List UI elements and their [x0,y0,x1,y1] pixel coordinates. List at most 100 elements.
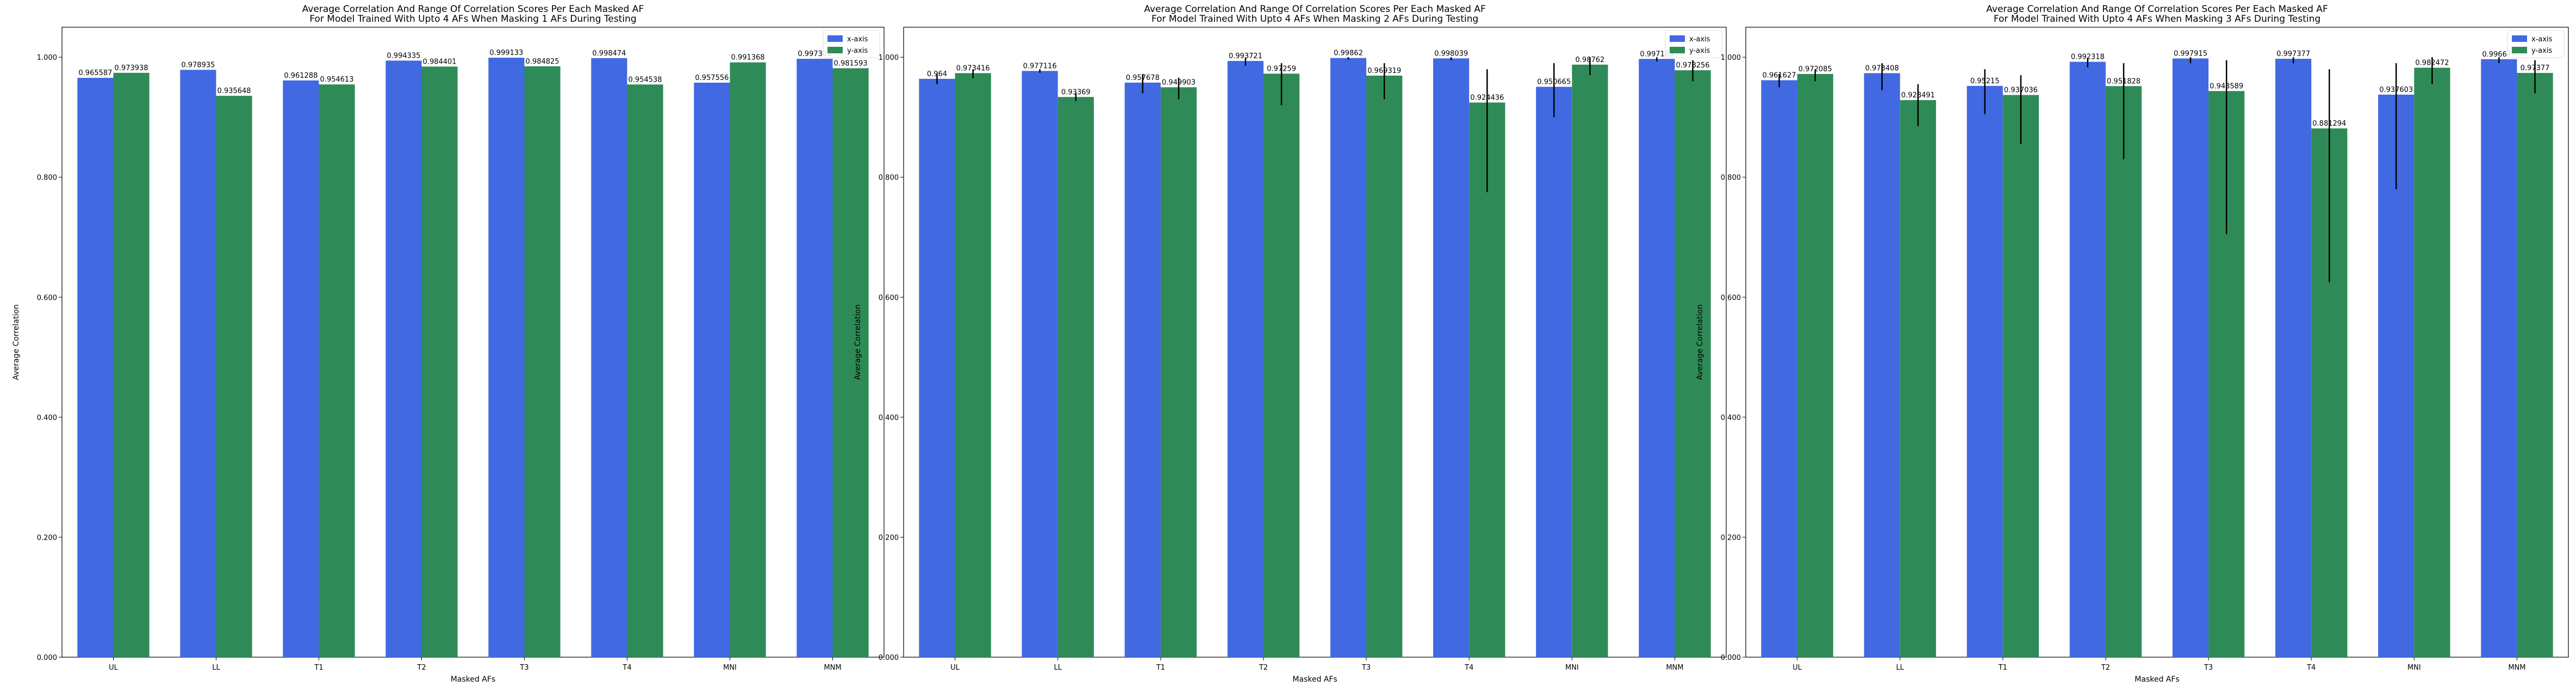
bar-y-axis-T4 [627,84,663,657]
x-tick-label: MNM [2508,664,2525,672]
bar-value-label: 0.951828 [2107,77,2141,85]
bar-value-label: 0.993721 [1229,52,1262,60]
legend-label: x-axis [1689,35,1710,44]
legend-label: y-axis [847,47,868,55]
legend-label: y-axis [2531,47,2552,55]
x-tick-label: UL [109,664,119,672]
y-axis-label: Average Correlation [854,304,862,380]
y-tick-label: 0.000 [879,654,899,662]
x-tick-label: T2 [2101,664,2110,672]
bar-value-label: 0.98762 [1576,56,1605,64]
x-tick-label: MNI [2407,664,2421,672]
bar-y-axis-T3 [524,66,561,658]
bar-value-label: 0.965587 [78,69,112,77]
bar-value-label: 0.997377 [2276,50,2310,58]
bar-value-label: 0.937036 [2004,86,2038,95]
legend-swatch-y-axis [1670,47,1685,53]
bar-y-axis-UL [113,72,150,658]
x-tick-label: LL [212,664,220,672]
bar-value-label: 0.999133 [489,49,523,57]
bar-value-label: 0.973408 [1865,64,1899,72]
y-tick-label: 0.200 [37,534,57,542]
bar-value-label: 0.977116 [1023,62,1057,70]
x-tick-label: UL [950,664,960,672]
x-tick-label: T3 [519,664,528,672]
bar-x-axis-UL [919,78,955,658]
bar-value-label: 0.984825 [526,58,559,66]
bar-y-axis-UL [1797,73,1833,658]
x-tick-label: T2 [1259,664,1268,672]
y-tick-label: 0.000 [1721,654,1741,662]
bar-x-axis-T4 [591,58,627,658]
x-tick-label: MNI [1565,664,1579,672]
bar-x-axis-MNM [1639,59,1675,658]
chart-title-line: For Model Trained With Upto 4 AFs When M… [1152,14,1478,24]
bar-x-axis-T3 [2172,58,2209,658]
bar-y-axis-T4 [1469,102,1505,658]
x-tick-label: LL [1054,664,1062,672]
bar-value-label: 0.924436 [1470,94,1504,102]
plot-frame [903,27,1727,658]
bar-value-label: 0.972085 [1799,65,1832,73]
bar-x-axis-MNM [2481,59,2517,658]
bar-value-label: 0.961288 [284,72,318,80]
chart-title-line: Average Correlation And Range Of Correla… [1986,4,2328,15]
x-tick-label: LL [1896,664,1904,672]
chart-panel-2: Average Correlation And Range Of Correla… [854,4,1727,684]
chart-title-line: For Model Trained With Upto 4 AFs When M… [1994,14,2320,24]
x-tick-label: T3 [2204,664,2213,672]
bar-value-label: 0.984401 [423,58,457,66]
bar-value-label: 0.881294 [2312,120,2346,128]
legend: x-axis y-axis [823,30,880,58]
bar-value-label: 0.949903 [1162,78,1196,86]
bar-value-label: 0.994335 [387,52,420,60]
y-tick-label: 0.800 [37,174,57,182]
bar-x-axis-MNI [1536,86,1572,658]
bar-x-axis-T3 [488,58,525,658]
bar-value-label: 0.950665 [1537,78,1571,86]
plot-frame [1745,27,2569,658]
legend-swatch-x-axis [827,35,843,42]
x-tick-label: UL [1793,664,1802,672]
x-tick-label: T1 [314,664,323,672]
y-tick-label: 0.600 [37,294,57,302]
bar-value-label: 0.998039 [1434,50,1468,58]
legend-label: x-axis [2531,35,2553,44]
chart-panel-3: Average Correlation And Range Of Correla… [1696,4,2569,684]
bar-y-axis-LL [1900,100,1936,657]
bar-x-axis-LL [180,70,216,658]
bar-x-axis-T3 [1330,58,1367,658]
bar-value-label: 0.97259 [1267,65,1296,73]
x-tick-label: T1 [1156,664,1165,672]
legend: x-axis y-axis [2507,30,2565,58]
bar-value-label: 0.957556 [695,74,729,82]
x-tick-label: MNM [824,664,841,672]
plot-frame [61,27,885,658]
bar-value-label: 0.992318 [2071,53,2105,61]
bar-y-axis-MNM [832,68,869,658]
x-axis-label: Masked AFs [2135,675,2179,684]
x-axis-label: Masked AFs [1292,675,1337,684]
y-tick-label: 0.400 [1721,414,1741,422]
y-tick-label: 0.200 [1721,534,1741,542]
bar-y-axis-T1 [2002,95,2039,658]
bar-x-axis-LL [1022,71,1058,658]
y-tick-label: 0.000 [37,654,57,662]
bar-y-axis-MNI [1572,64,1608,657]
x-axis-label: Masked AFs [451,675,495,684]
bar-value-label: 0.982472 [2415,59,2449,67]
bar-y-axis-T1 [319,84,355,657]
bar-value-label: 0.998474 [592,50,626,58]
chart-title-line: For Model Trained With Upto 4 AFs When M… [309,14,636,24]
bar-y-axis-MNM [2517,73,2553,657]
x-tick-label: T4 [622,664,631,672]
bar-x-axis-T4 [1433,58,1470,658]
x-tick-label: T4 [2306,664,2316,672]
bar-value-label: 0.95215 [1970,77,2000,85]
bar-value-label: 0.935648 [217,87,251,95]
bar-x-axis-UL [77,78,114,658]
chart-title-line: Average Correlation And Range Of Correla… [1144,4,1485,15]
bar-value-label: 0.928491 [1901,91,1935,100]
y-axis-label: Average Correlation [1696,304,1704,380]
